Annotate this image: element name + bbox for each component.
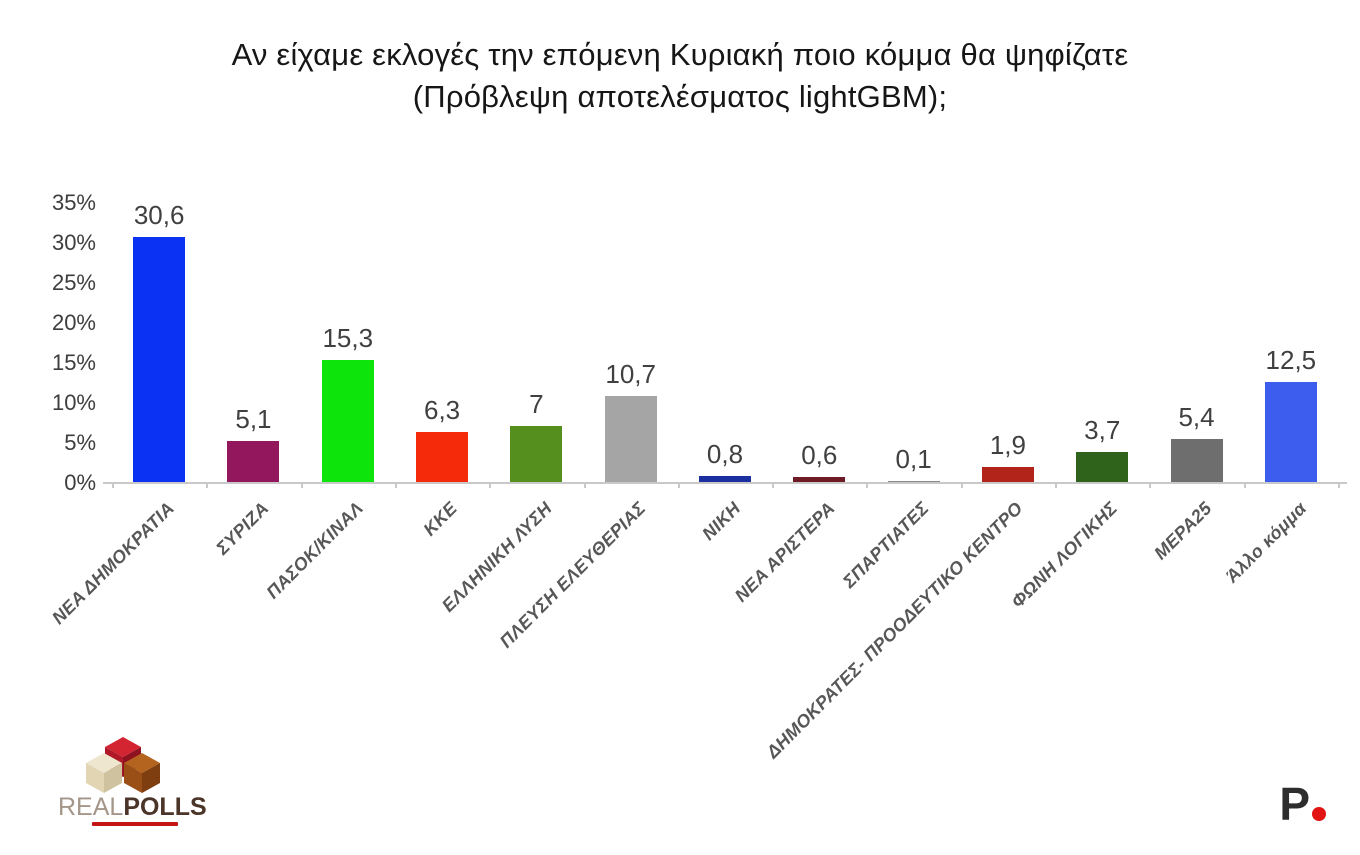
chart-title-line2: (Πρόβλεψη αποτελέσματος lightGBM); [412,79,948,114]
bar-value-label: 3,7 [1084,415,1121,445]
y-axis-tick-label: 5% [64,430,96,455]
bar-value-label: 15,3 [322,323,374,353]
bar-value-label: 6,3 [423,395,461,425]
x-axis-tick [1243,482,1246,488]
x-axis-category-label: ΚΚΕ [419,498,462,540]
bar [1170,439,1223,482]
x-axis-tick [394,482,397,488]
x-axis-category-label: ΣΠΑΡΤΙΑΤΕΣ [839,498,933,592]
y-axis-tick-label: 0% [64,470,96,495]
y-axis-tick-label: 35% [51,190,96,215]
realpolls-cubes-icon [86,737,160,793]
x-axis-tick [866,482,869,488]
bar [699,476,751,482]
y-axis-tick-label: 30% [51,230,96,255]
protagon-p-letter: P [1279,778,1310,830]
x-axis-category-label: ΝΕΑ ΑΡΙΣΤΕΡΑ [730,498,839,606]
x-axis-line [103,482,1347,484]
y-axis-tick-label: 20% [51,310,96,335]
bar-value-label: 12,5 [1265,345,1317,375]
x-axis-tick [1149,482,1152,488]
x-axis-tick [489,482,492,488]
chart-title: Αν είχαμε εκλογές την επόμενη Κυριακή πο… [0,34,1360,118]
bar-value-label: 30,6 [133,200,185,230]
y-axis-tick-label: 25% [51,270,96,295]
bar [604,396,657,482]
x-axis-tick [583,482,586,488]
x-axis-tick [112,482,114,488]
bar [887,481,940,482]
bar-value-label: 5,1 [235,404,272,434]
realpolls-logo: REALPOLLS [58,736,207,826]
bar-value-label: 0,6 [801,440,838,470]
protagon-red-dot-icon [1312,807,1326,821]
bar [227,441,280,482]
realpolls-wordmark: REALPOLLS [58,793,207,821]
x-axis-category-label: ΣΥΡΙΖΑ [212,498,273,559]
x-axis-category-label: ΝΙΚΗ [698,498,745,545]
bar [1076,452,1129,482]
bar-value-label: 10,7 [605,359,656,389]
y-axis-tick-label: 15% [51,350,96,375]
bar [321,360,374,482]
x-axis-category-label: ΜΕΡΑ25 [1150,498,1216,564]
bar [981,467,1034,482]
x-axis-tick [677,482,680,488]
protagon-logo: P [1279,778,1326,830]
bar-value-label: 0,1 [895,444,932,474]
realpolls-real-text: REAL [58,793,124,821]
bar [1264,382,1317,482]
x-axis-category-label: ΝΕΑ ΔΗΜΟΚΡΑΤΙΑ [48,498,179,629]
bar [133,237,186,482]
x-axis-tick [1338,482,1340,488]
bar-value-label: 7 [529,389,544,419]
bar-value-label: 5,4 [1178,402,1215,432]
bar-value-label: 1,9 [989,430,1026,460]
x-axis-category-label: ΠΑΣΟΚ/ΚΙΝΑΛ [262,498,367,603]
chart-title-line1: Αν είχαμε εκλογές την επόμενη Κυριακή πο… [231,37,1129,72]
x-axis-tick [1055,482,1058,488]
x-axis-tick [960,482,963,488]
x-axis-category-label: Άλλο κόμμα [1221,498,1311,587]
realpolls-tagline [92,822,178,826]
y-axis-tick-label: 10% [51,390,96,415]
bar [793,477,846,482]
bar-value-label: 0,8 [706,439,744,469]
x-axis-tick [300,482,303,488]
bar [416,432,469,482]
x-axis-tick [772,482,775,488]
realpolls-polls-text: POLLS [123,793,207,821]
bar [510,426,563,482]
x-axis-tick [206,482,209,488]
